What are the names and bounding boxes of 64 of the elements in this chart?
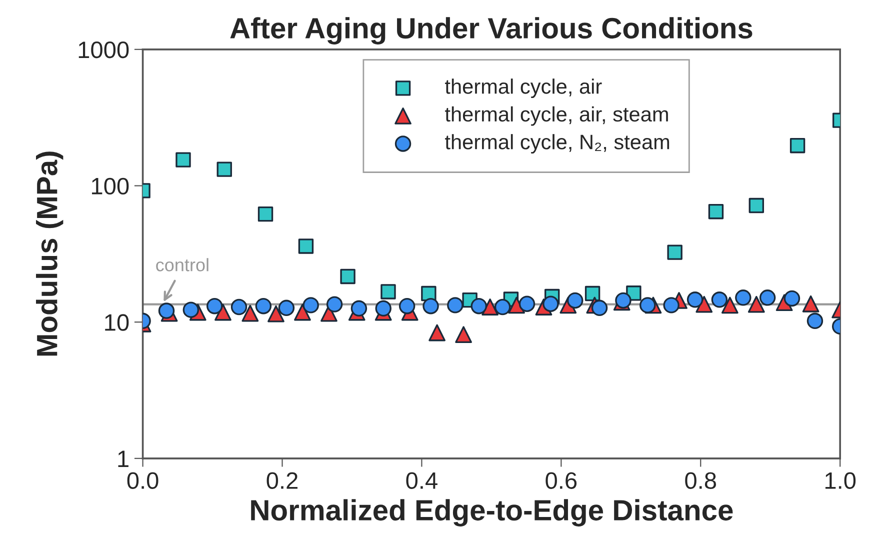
point — [708, 204, 724, 220]
point — [494, 298, 511, 316]
point — [428, 324, 446, 342]
point — [735, 290, 752, 306]
point — [230, 298, 248, 316]
point — [696, 296, 713, 313]
point — [380, 284, 396, 300]
point — [375, 300, 392, 317]
point — [422, 298, 439, 314]
x-axis-title: Normalized Edge-to-Edge Distance — [251, 499, 733, 526]
y-tick-label: 100 — [92, 178, 129, 195]
point — [542, 296, 559, 312]
point — [784, 290, 800, 307]
ref-line-label: control — [156, 258, 208, 272]
point — [566, 292, 584, 309]
legend-label: thermal cycle, air, steam — [445, 106, 668, 126]
point — [340, 268, 356, 284]
x-tick-label: 1.0 — [825, 472, 856, 489]
x-tick-label: 0.0 — [127, 472, 158, 489]
point — [398, 298, 416, 314]
legend-label: thermal cycle, N₂, steam — [445, 134, 670, 154]
point — [302, 297, 319, 314]
point — [759, 290, 776, 306]
y-axis-title: Modulus (MPa) — [36, 152, 64, 356]
x-tick-label: 0.6 — [546, 472, 577, 489]
point — [667, 244, 682, 260]
point — [663, 297, 680, 314]
point — [258, 206, 274, 222]
point — [255, 298, 272, 314]
point — [748, 198, 764, 214]
point — [802, 295, 820, 312]
point — [350, 300, 368, 317]
x-tick-label: 0.2 — [266, 472, 298, 489]
point — [455, 326, 472, 343]
point — [216, 162, 232, 177]
point — [298, 238, 314, 254]
point — [748, 296, 765, 313]
point — [584, 286, 600, 302]
point — [447, 297, 464, 314]
y-tick-label: 10 — [105, 314, 129, 331]
point — [686, 292, 704, 308]
point — [640, 297, 656, 314]
point — [721, 296, 738, 314]
chart-title: After Aging Under Various Conditions — [230, 17, 752, 44]
point — [518, 296, 536, 312]
point — [806, 312, 824, 330]
point — [470, 298, 488, 314]
point — [182, 302, 200, 318]
point — [278, 300, 295, 316]
legend-label: thermal cycle, air — [445, 78, 602, 98]
point — [206, 298, 223, 314]
point — [294, 304, 311, 321]
y-tick-label: 1000 — [78, 41, 129, 58]
point — [268, 305, 284, 322]
point — [326, 296, 343, 312]
point — [158, 302, 175, 319]
point — [711, 292, 728, 308]
point — [242, 304, 259, 322]
x-tick-label: 0.8 — [685, 472, 716, 489]
y-tick-label: 1 — [118, 450, 128, 467]
x-tick-label: 0.4 — [406, 472, 438, 489]
point — [591, 300, 608, 316]
point — [176, 152, 191, 168]
point — [790, 138, 806, 154]
